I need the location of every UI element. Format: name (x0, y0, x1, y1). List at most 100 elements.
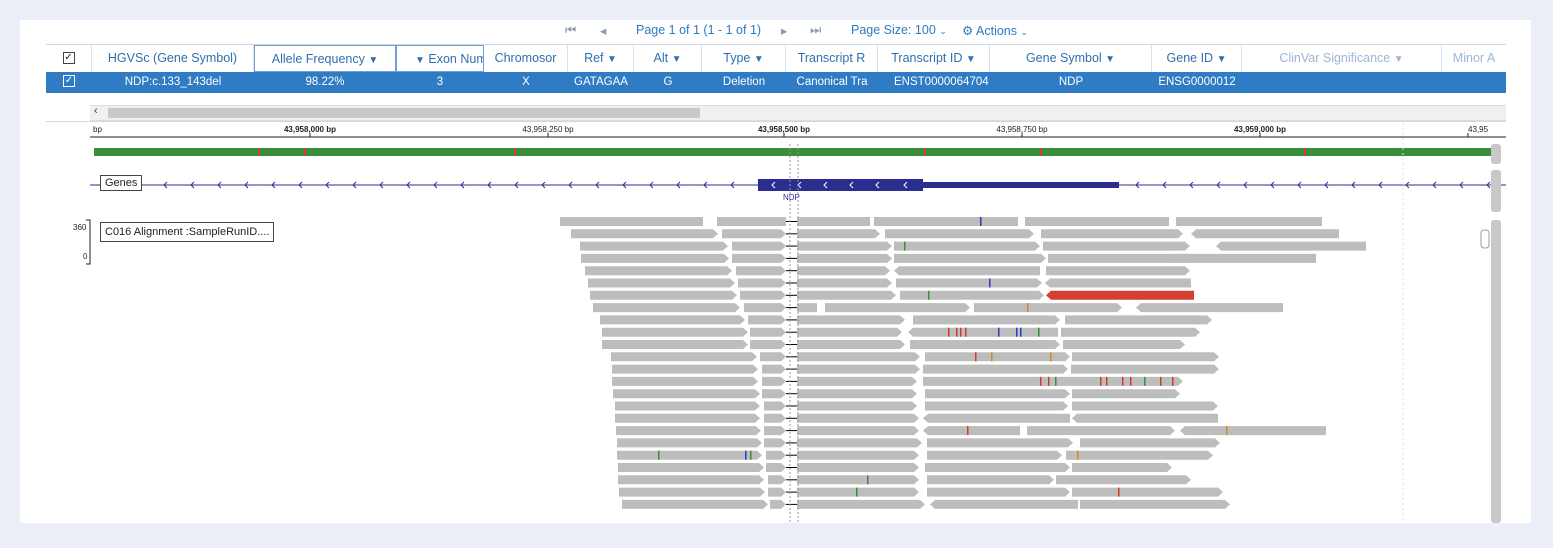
alignment-read[interactable] (764, 413, 786, 423)
alignment-read[interactable] (611, 352, 757, 362)
alignment-read[interactable] (588, 278, 735, 288)
alignment-read[interactable] (580, 241, 728, 251)
alignment-read[interactable] (585, 266, 732, 276)
alignment-read[interactable] (1180, 426, 1326, 436)
alignment-read[interactable] (797, 315, 905, 325)
genes-track-scrollbar[interactable] (1491, 170, 1501, 212)
alignment-read[interactable] (762, 376, 786, 386)
alignment-read[interactable] (590, 290, 737, 300)
genes-track-label[interactable]: Genes (100, 175, 143, 191)
alignment-read[interactable] (797, 352, 920, 362)
alignment-read[interactable] (797, 290, 896, 300)
alignment-read[interactable] (615, 413, 760, 423)
alignment-read[interactable] (797, 303, 817, 313)
alignment-read[interactable] (744, 303, 786, 313)
col-ref[interactable]: Ref ▼ (568, 45, 634, 72)
alignment-read[interactable] (1061, 327, 1200, 337)
alignment-read[interactable] (923, 376, 1055, 386)
horizontal-scrollbar[interactable]: ‹ (90, 105, 1506, 121)
alignment-read[interactable] (885, 229, 1034, 239)
alignment-read[interactable] (923, 426, 1020, 436)
alignment-read[interactable] (722, 229, 786, 239)
alignment-read[interactable] (581, 253, 729, 263)
alignment-read[interactable] (768, 487, 786, 497)
alignment-read[interactable] (1071, 364, 1219, 374)
alignment-read[interactable] (797, 266, 890, 276)
alignment-read[interactable] (760, 352, 786, 362)
col-transcript-r[interactable]: Transcript R (786, 45, 878, 72)
alignment-read[interactable] (923, 413, 1070, 423)
alignment-read[interactable] (593, 303, 740, 313)
alignment-read[interactable] (618, 463, 764, 472)
alignment-read[interactable] (797, 278, 892, 288)
alignment-read[interactable] (762, 389, 786, 399)
alignment-track-label[interactable]: C016 Alignment :SampleRunID.... (100, 222, 275, 242)
alignment-read[interactable] (927, 487, 1070, 497)
alignment-read[interactable] (825, 303, 970, 313)
alignment-read[interactable] (1072, 463, 1172, 472)
filter-icon[interactable]: ▼ (1216, 54, 1227, 65)
alignment-read[interactable] (925, 389, 1070, 399)
alignment-read[interactable] (1056, 475, 1191, 485)
col-gene-symbol[interactable]: Gene Symbol ▼ (990, 45, 1152, 72)
scrollbar-thumb[interactable] (108, 108, 700, 118)
alignment-read[interactable] (619, 487, 765, 497)
alignment-read[interactable] (874, 217, 1018, 226)
alignment-read[interactable] (930, 499, 1078, 509)
alignment-read[interactable] (797, 340, 905, 349)
alignment-read[interactable] (602, 340, 748, 349)
alignment-read[interactable] (1191, 229, 1339, 239)
alignment-read[interactable] (923, 364, 1068, 374)
alignment-read[interactable] (1066, 450, 1213, 460)
alignment-read[interactable] (797, 229, 880, 239)
alignment-read[interactable] (797, 475, 919, 485)
alignment-read[interactable] (617, 450, 762, 460)
alignment-read[interactable] (764, 438, 786, 448)
alignment-read[interactable] (750, 327, 786, 337)
alignment-read[interactable] (1080, 438, 1220, 448)
alignment-read[interactable] (622, 499, 768, 509)
alignment-read[interactable] (1041, 229, 1183, 239)
alignment-read[interactable] (612, 364, 758, 374)
table-row[interactable]: ✓ NDP:c.133_143del 98.22% 3 X GATAGAA G … (46, 72, 1506, 93)
alignment-read[interactable] (927, 438, 1073, 448)
alignment-read[interactable] (764, 426, 786, 436)
alignment-read[interactable] (732, 241, 786, 251)
alignment-read[interactable] (900, 290, 1044, 300)
col-minor-allele[interactable]: Minor A (1452, 51, 1496, 65)
alignment-read[interactable] (797, 241, 892, 251)
alignment-read[interactable] (748, 315, 786, 325)
alignment-read[interactable] (766, 450, 786, 460)
alignment-read[interactable] (927, 475, 1054, 485)
alignment-read[interactable] (612, 376, 758, 386)
alignment-read[interactable] (797, 413, 919, 423)
alignment-read[interactable] (1072, 401, 1218, 411)
alignment-read[interactable] (797, 426, 919, 436)
first-page-icon[interactable]: ⏮ (565, 23, 577, 37)
alignment-read[interactable] (740, 290, 786, 300)
alignment-read[interactable] (1027, 426, 1175, 436)
col-alt[interactable]: Alt ▼ (634, 45, 702, 72)
alignment-read[interactable] (764, 401, 786, 411)
alignment-read[interactable] (797, 389, 917, 399)
alignment-read[interactable] (770, 499, 786, 509)
alignment-read[interactable] (908, 327, 1058, 337)
alignment-read[interactable] (797, 450, 919, 460)
alignment-read[interactable] (1080, 499, 1230, 509)
filter-icon[interactable]: ▼ (368, 55, 379, 66)
alignment-read[interactable] (738, 278, 786, 288)
alignment-read[interactable] (925, 352, 1070, 362)
alignment-read[interactable] (602, 327, 748, 337)
alignment-read[interactable] (1170, 253, 1316, 263)
filter-icon[interactable]: ▼ (671, 54, 682, 65)
col-gene-id[interactable]: Gene ID ▼ (1152, 45, 1242, 72)
alignment-read[interactable] (925, 401, 1068, 411)
alignment-read[interactable] (560, 217, 703, 226)
alignment-read[interactable] (1046, 290, 1194, 300)
alignment-track-scrollbar[interactable] (1491, 220, 1501, 523)
actions-menu[interactable]: ⚙ Actions ⌄ (962, 24, 1029, 38)
alignment-read[interactable] (617, 438, 762, 448)
col-clinvar[interactable]: ClinVar Significance ▼ (1242, 45, 1442, 72)
alignment-read[interactable] (894, 253, 1046, 263)
alignment-read[interactable] (797, 364, 920, 374)
